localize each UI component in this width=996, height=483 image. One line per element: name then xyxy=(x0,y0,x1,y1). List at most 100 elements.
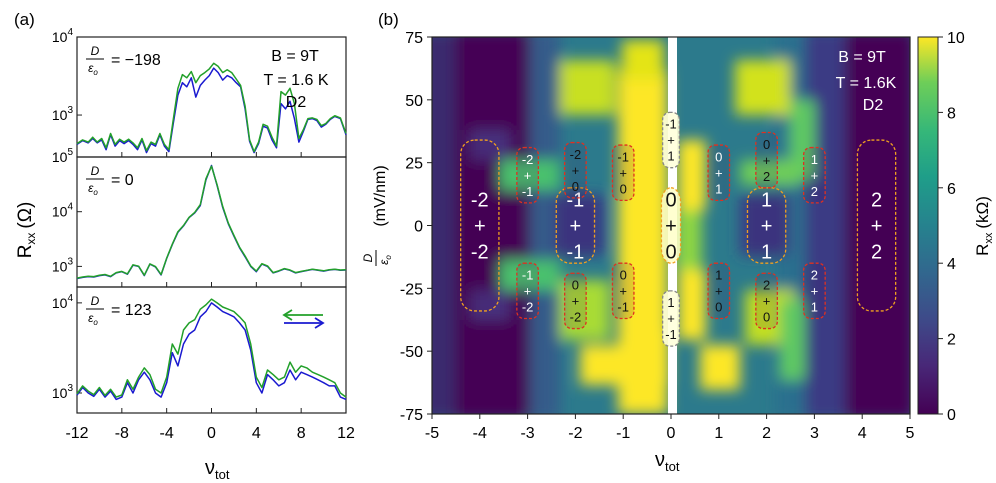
filling-box-text: 1 xyxy=(667,295,674,310)
hm-patch xyxy=(700,345,740,390)
colorbar-label: Rxx (kΩ) xyxy=(973,196,995,256)
cb-label-main: R xyxy=(973,244,992,256)
colorbar-tick-label: 2 xyxy=(947,332,956,349)
y-tick-exp: 4 xyxy=(67,202,73,213)
ylabel-unit: (mV/nm) xyxy=(372,165,389,226)
hm-patch xyxy=(805,37,845,414)
hm-x-tick-label: -5 xyxy=(425,425,439,442)
hm-y-tick-label: -75 xyxy=(400,407,423,424)
hm-patch xyxy=(622,40,664,80)
hm-annotation-device: D2 xyxy=(863,97,884,114)
x-label-main: ν xyxy=(205,457,215,479)
filling-box: 2+1 xyxy=(802,262,826,320)
x-label-sub: tot xyxy=(215,467,230,482)
ylabel-frac-den-main: ε xyxy=(377,259,391,265)
filling-box-text: 1 xyxy=(715,268,722,283)
filling-box-text: + xyxy=(572,163,580,178)
filling-box-text: 0 xyxy=(620,268,627,283)
filling-box-border xyxy=(516,262,540,320)
filling-box-text: 0 xyxy=(572,179,579,194)
filling-box-text: 2 xyxy=(811,268,818,283)
annotation-num: D xyxy=(91,294,100,308)
filling-box-text: + xyxy=(524,284,532,299)
panel-a-x-label: νtot xyxy=(205,457,230,482)
filling-box-border xyxy=(563,272,587,330)
cb-label-sub: xx xyxy=(983,232,995,244)
colorbar-tick-label: 10 xyxy=(947,30,965,47)
filling-box-text: -1 xyxy=(567,242,585,264)
filling-box-text: -1 xyxy=(617,300,629,315)
annotation-den-sub: o xyxy=(93,318,98,327)
filling-box-border xyxy=(516,146,540,204)
filling-box-border xyxy=(856,139,897,312)
hm-patch xyxy=(740,160,800,185)
hm-patch xyxy=(580,345,620,385)
filling-box-text: -1 xyxy=(617,149,629,164)
colorbar-ticks: 0 2 4 6 8 10 xyxy=(938,30,965,424)
filling-box: -2+0 xyxy=(563,141,587,199)
filling-box-border xyxy=(660,187,682,264)
filling-box-text: + xyxy=(665,216,677,238)
hm-x-tick-label: 1 xyxy=(714,425,723,442)
ylabel-frac-den: εo xyxy=(377,255,393,265)
x-tick-label: 4 xyxy=(252,425,261,442)
filling-box-text: 0 xyxy=(620,181,627,196)
hm-y-tick-label: 75 xyxy=(405,30,423,47)
filling-box-text: 0 xyxy=(763,310,770,325)
hm-x-tick-label: 4 xyxy=(858,425,867,442)
annotation-den: εo xyxy=(88,61,98,77)
hm-patch xyxy=(560,280,610,340)
filling-box-text: -2 xyxy=(570,310,582,325)
filling-box-border xyxy=(661,290,681,347)
y-tick-base: 10 xyxy=(52,149,68,165)
filling-box: 1 +1 xyxy=(746,187,787,264)
colorbar-tick-label: 0 xyxy=(947,407,956,424)
colorbar-tick-label: 6 xyxy=(947,181,956,198)
hm-x-tick-label: 0 xyxy=(667,425,676,442)
colorbar-tick-label: 8 xyxy=(947,105,956,122)
filling-box: 1+2 xyxy=(802,146,826,204)
y-tick-base: 10 xyxy=(52,204,68,220)
filling-box-text: -1 xyxy=(522,184,534,199)
y-tick-base: 10 xyxy=(52,295,68,311)
y-tick-exp: 5 xyxy=(67,147,73,158)
backward-arrow-head xyxy=(282,309,293,321)
filling-box-text: -2 xyxy=(522,300,534,315)
y-tick-exp: 4 xyxy=(67,293,73,304)
filling-box-text: + xyxy=(763,294,771,309)
series-forward xyxy=(76,302,347,401)
filling-box-text: -1 xyxy=(522,268,534,283)
filling-box-text: 1 xyxy=(811,152,818,167)
panel-b-x-label: νtot xyxy=(655,449,680,474)
filling-box: 1+0 xyxy=(707,262,731,320)
x-tick-label: -12 xyxy=(65,425,88,442)
filling-box-text: 2 xyxy=(763,278,770,293)
filling-box: 0 +0 xyxy=(660,187,682,264)
hm-patch xyxy=(470,130,510,160)
y-label-unit: (Ω) xyxy=(15,202,36,229)
annotation-value: = 0 xyxy=(111,172,134,189)
hm-x-tick-label: -4 xyxy=(473,425,487,442)
y-tick-base: 10 xyxy=(52,107,68,123)
filling-box-text: + xyxy=(570,216,582,238)
filling-box-text: + xyxy=(572,294,580,309)
filling-box-text: + xyxy=(715,165,723,180)
filling-box: 1+-1 xyxy=(661,290,681,347)
y-tick-label: 103 xyxy=(52,256,74,274)
ylabel-frac-den-sub: o xyxy=(384,255,393,260)
annotation-den-sub: o xyxy=(93,68,98,77)
hm-patch xyxy=(780,300,805,380)
filling-box-text: 0 xyxy=(665,242,676,264)
y-tick-label: 103 xyxy=(52,105,74,123)
filling-box-text: + xyxy=(871,216,883,238)
annotation-num: D xyxy=(91,44,100,58)
filling-box-text: 0 xyxy=(763,137,770,152)
hm-patch xyxy=(555,195,605,255)
panel-b-y-label: D εo (mV/nm) xyxy=(361,165,393,266)
filling-box-text: + xyxy=(811,168,819,183)
filling-box-text: 2 xyxy=(811,184,818,199)
filling-box-text: -2 xyxy=(471,190,489,212)
